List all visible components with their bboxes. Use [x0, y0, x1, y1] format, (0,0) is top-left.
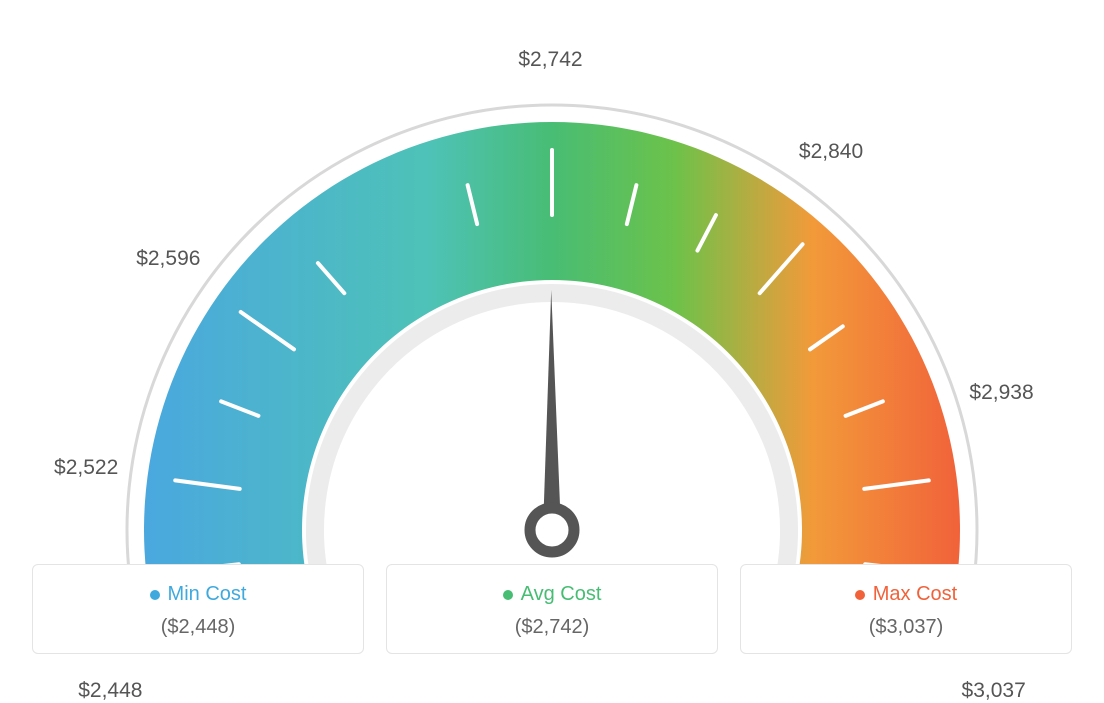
legend-title-min: Min Cost [150, 583, 247, 606]
gauge-tick-label: $2,742 [518, 48, 582, 72]
legend-card-min: Min Cost ($2,448) [32, 564, 364, 654]
legend-value-max: ($3,037) [751, 616, 1061, 639]
legend-label-max: Max Cost [873, 583, 957, 606]
gauge-tick-label: $2,448 [78, 679, 142, 703]
gauge-chart: $2,448$2,522$2,596$2,742$2,840$2,938$3,0… [0, 0, 1104, 560]
gauge-tick-label: $2,596 [136, 247, 200, 271]
legend-dot-min [150, 590, 160, 600]
legend-label-min: Min Cost [168, 583, 247, 606]
legend-row: Min Cost ($2,448) Avg Cost ($2,742) Max … [32, 564, 1072, 654]
legend-label-avg: Avg Cost [521, 583, 602, 606]
legend-dot-avg [503, 590, 513, 600]
legend-dot-max [855, 590, 865, 600]
legend-value-min: ($2,448) [43, 616, 353, 639]
legend-title-avg: Avg Cost [503, 583, 602, 606]
gauge-tick-label: $2,840 [799, 140, 863, 164]
legend-title-max: Max Cost [855, 583, 957, 606]
gauge-tick-label: $2,938 [969, 381, 1033, 405]
gauge-tick-label: $2,522 [54, 456, 118, 480]
gauge-tick-label: $3,037 [962, 679, 1026, 703]
legend-value-avg: ($2,742) [397, 616, 707, 639]
legend-card-avg: Avg Cost ($2,742) [386, 564, 718, 654]
legend-card-max: Max Cost ($3,037) [740, 564, 1072, 654]
gauge-svg [52, 50, 1052, 590]
